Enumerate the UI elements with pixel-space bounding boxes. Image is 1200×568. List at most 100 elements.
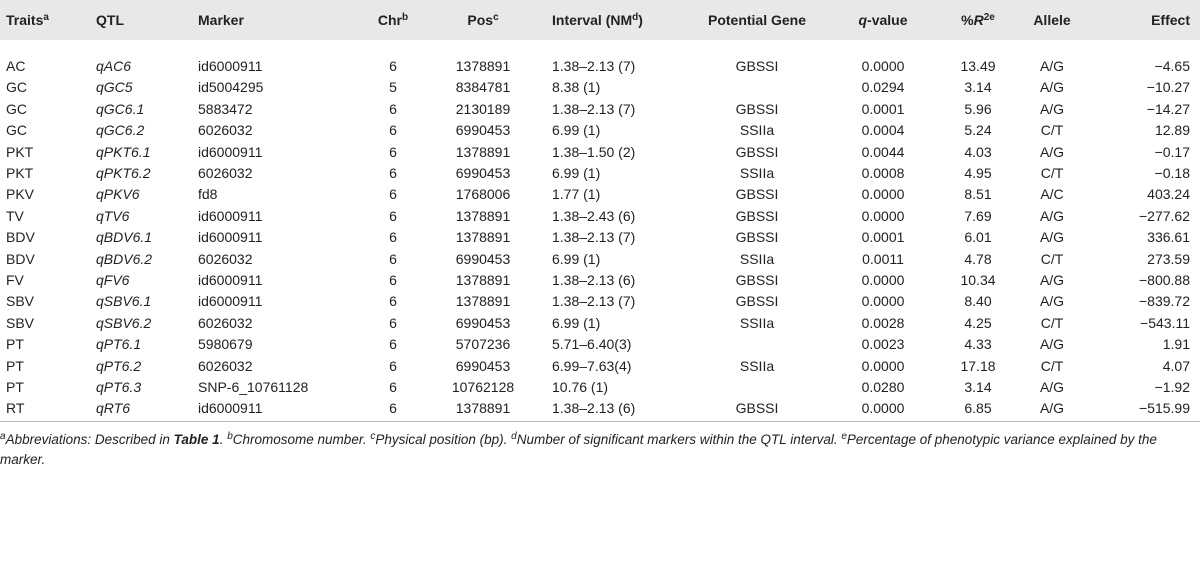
table-cell: 4.25: [964, 314, 992, 331]
table-cell: 1378891: [455, 143, 511, 160]
table-cell: A/G: [1039, 229, 1065, 246]
table-cell: SSIIa: [739, 122, 775, 139]
superscript: a: [43, 12, 49, 23]
table-cell: 6: [389, 165, 397, 181]
table-cell: id6000911: [198, 143, 263, 160]
text: Pos: [467, 12, 494, 28]
table-cell: 1378891: [455, 293, 511, 310]
table-cell: id6000911: [198, 400, 263, 417]
header-row: [0, 0, 1200, 40]
table-cell: 8.40: [964, 293, 992, 310]
table-cell: C/T: [1040, 165, 1064, 181]
table-cell: C/T: [1040, 357, 1064, 374]
header-cell: Traitsa: [6, 11, 49, 29]
table-cell: 403.24: [1147, 186, 1190, 203]
table-cell: 6.99 (1): [552, 165, 601, 181]
table-cell: qFV6: [96, 272, 130, 288]
table-cell: −277.62: [1139, 207, 1190, 224]
table-cell: 10762128: [451, 379, 515, 395]
table-cell: 13.49: [960, 58, 996, 74]
table-cell: id5004295: [198, 79, 264, 96]
table-cell: SBV: [6, 314, 35, 331]
table-cell: 12.89: [1154, 122, 1190, 139]
table-cell: id6000911: [198, 272, 263, 288]
text: Traits: [6, 12, 44, 28]
table-cell: 6: [389, 272, 397, 288]
superscript: b: [227, 431, 233, 442]
table-cell: 0.0000: [861, 58, 905, 74]
table-cell: qBDV6.1: [96, 229, 153, 246]
table-cell: A/G: [1039, 79, 1065, 96]
table-cell: 6: [389, 143, 397, 160]
text: Allele: [1033, 12, 1071, 28]
table-cell: qPT6.2: [96, 357, 142, 374]
superscript: c: [493, 12, 499, 23]
table-cell: −800.88: [1139, 272, 1190, 288]
table-cell: 10.76 (1): [552, 379, 609, 395]
table-cell: 0.0001: [861, 229, 905, 246]
table-cell: 4.78: [964, 250, 992, 267]
text: Percentage of phenotypic variance explai…: [0, 432, 1157, 467]
text: Number of significant markers within the…: [516, 432, 842, 447]
table-cell: 17.18: [960, 357, 996, 374]
superscript: d: [632, 12, 639, 23]
table-cell: id6000911: [198, 207, 263, 224]
text: QTL: [96, 12, 124, 28]
table-cell: 6.99 (1): [552, 314, 601, 331]
table-cell: 0.0028: [861, 314, 905, 331]
table-cell: SSIIa: [739, 314, 775, 331]
table-cell: FV: [6, 272, 24, 288]
table-cell: 0.0000: [861, 400, 905, 417]
table-cell: GBSSI: [735, 272, 779, 288]
table-cell: 0.0000: [861, 207, 905, 224]
table-cell: GC: [6, 79, 27, 96]
table-cell: C/T: [1040, 314, 1064, 331]
table-cell: 0.0023: [861, 336, 905, 353]
superscript: e: [841, 431, 847, 442]
table-cell: 5.24: [964, 122, 992, 139]
table-cell: BDV: [6, 250, 35, 267]
table-cell: RT: [6, 400, 25, 417]
table-cell: 0.0280: [861, 379, 905, 395]
table-cell: A/G: [1039, 143, 1065, 160]
table-cell: qPKT6.1: [96, 143, 151, 160]
table-cell: 1.38–2.13 (7): [552, 229, 636, 246]
table-cell: 6.85: [964, 400, 992, 417]
table-cell: 6: [389, 100, 397, 117]
table-cell: 6990453: [455, 250, 511, 267]
table-cell: −0.17: [1154, 143, 1190, 160]
table-cell: 1378891: [455, 400, 511, 417]
table-cell: qSBV6.1: [96, 293, 152, 310]
table-cell: C/T: [1040, 122, 1064, 139]
table-cell: GBSSI: [735, 100, 779, 117]
table-cell: GBSSI: [735, 293, 779, 310]
table-cell: 0.0044: [861, 143, 905, 160]
table-cell: 5.96: [964, 100, 992, 117]
table-cell: 1.77 (1): [552, 186, 601, 203]
table-cell: PKT: [6, 165, 34, 181]
table-cell: 0.0000: [861, 293, 905, 310]
table-cell: 6: [389, 122, 397, 139]
table-cell: GC: [6, 100, 27, 117]
table-cell: 8.38 (1): [552, 79, 601, 96]
text: .: [219, 432, 228, 447]
table-cell: A/G: [1039, 100, 1065, 117]
table-cell: 5980679: [198, 336, 253, 353]
table-cell: 6: [389, 207, 397, 224]
table-cell: A/G: [1039, 272, 1065, 288]
table-cell: SSIIa: [739, 250, 775, 267]
table-cell: PT: [6, 379, 24, 395]
text: Marker: [198, 12, 244, 28]
table-cell: C/T: [1040, 250, 1064, 267]
table-cell: 1.38–2.13 (6): [552, 272, 636, 288]
table-cell: −14.27: [1146, 100, 1190, 117]
table-cell: 1768006: [455, 186, 511, 203]
table-cell: qGC6.2: [96, 122, 145, 139]
table-cell: 6.01: [964, 229, 992, 246]
footnote: aAbbreviations: Described in Table 1. bC…: [0, 430, 1190, 470]
table-cell: 1.38–1.50 (2): [552, 143, 636, 160]
table-cell: 6: [389, 357, 397, 374]
text: Interval (NM: [552, 12, 633, 28]
table-cell: TV: [6, 207, 24, 224]
table-cell: 4.07: [1162, 357, 1190, 374]
